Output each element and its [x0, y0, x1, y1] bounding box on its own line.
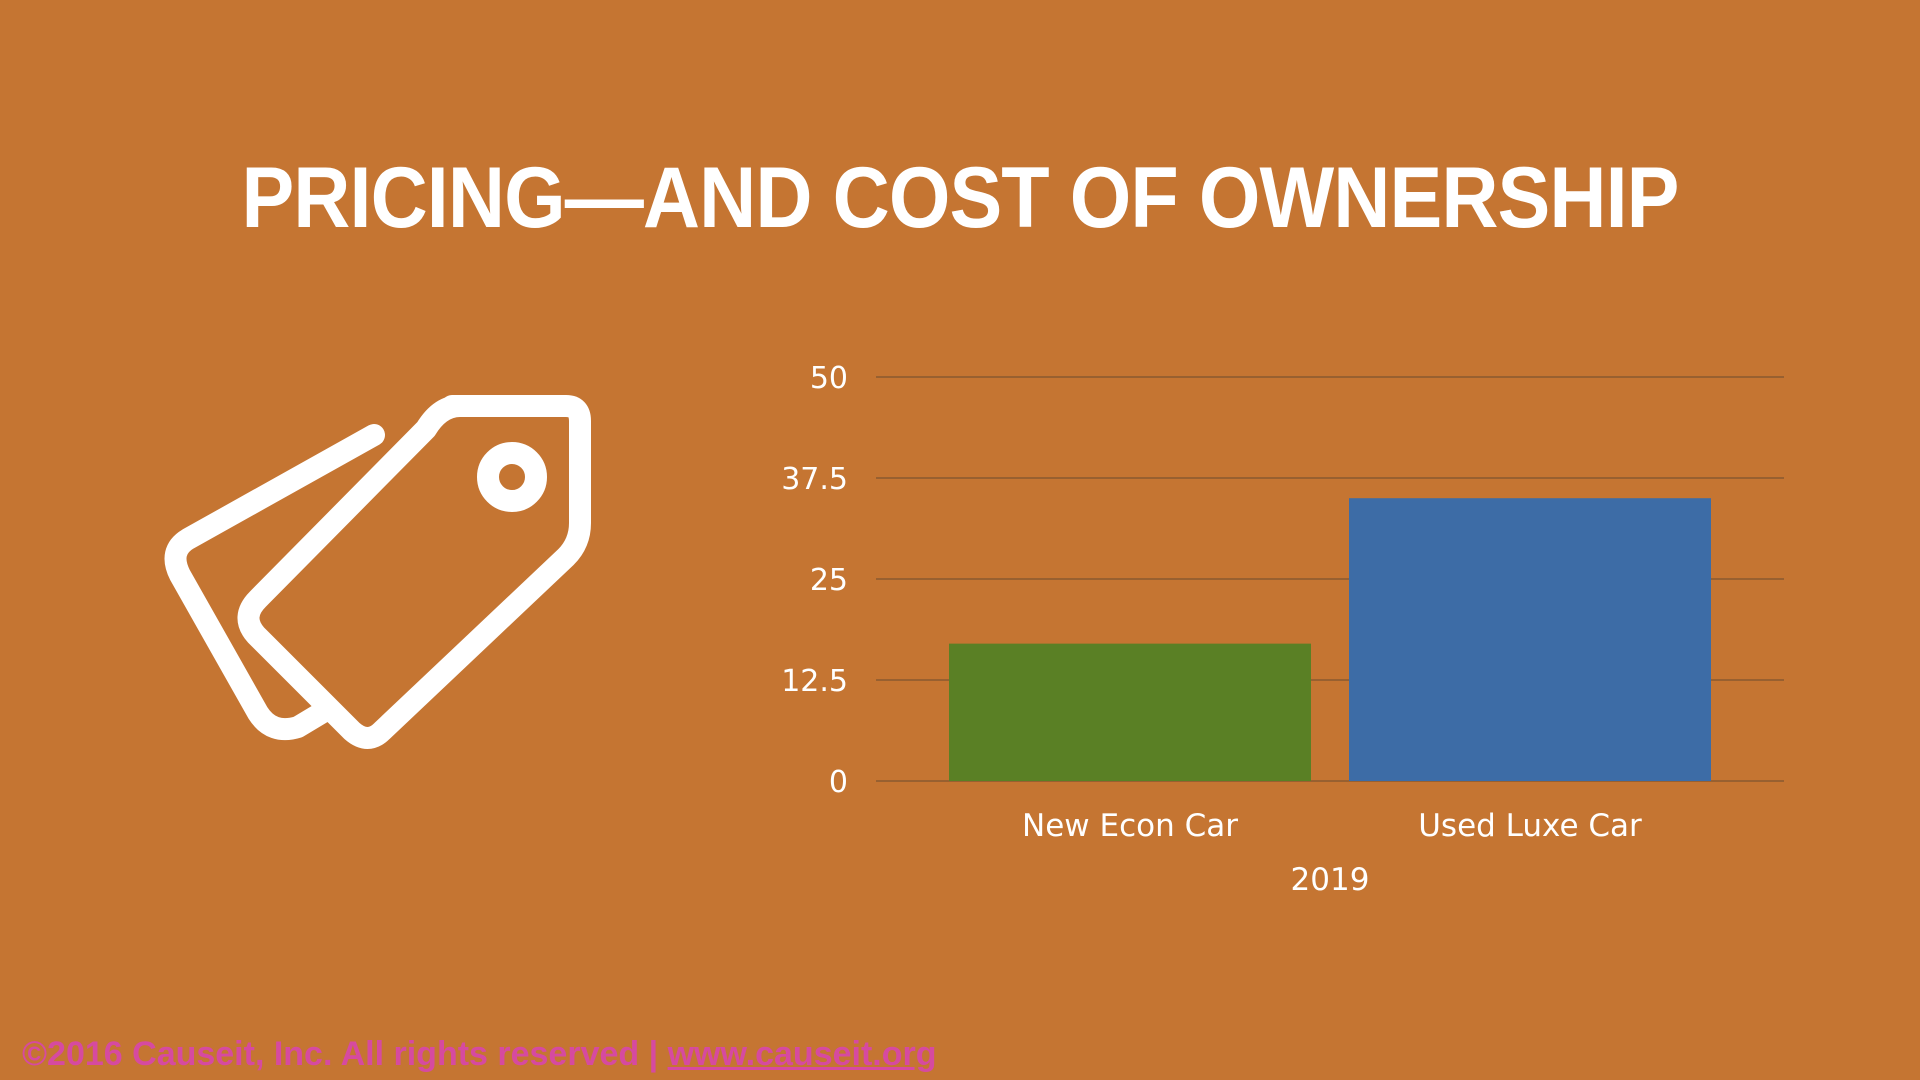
copyright-text: ©2016 Causeit, Inc. All rights reserved …	[22, 1035, 668, 1073]
x-axis-tick-labels: New Econ Car Used Luxe Car	[1022, 808, 1642, 844]
y-axis-tick-labels: 0 12.5 25 37.5 50	[781, 361, 848, 800]
x-tick-label: Used Luxe Car	[1418, 808, 1642, 844]
bar-new-econ-car	[949, 643, 1311, 781]
y-tick-label: 25	[810, 563, 848, 598]
bar-used-luxe-car	[1349, 498, 1711, 781]
x-axis-group-label: 2019	[1291, 862, 1370, 898]
y-tick-label: 0	[829, 765, 848, 800]
y-tick-label: 12.5	[781, 664, 848, 699]
front-tag-outline	[237, 395, 591, 749]
bars	[949, 498, 1711, 781]
y-tick-label: 50	[810, 361, 848, 396]
slide-title: PRICING—AND COST OF OWNERSHIP	[241, 150, 1679, 246]
website-link[interactable]: www.causeit.org	[667, 1035, 937, 1073]
x-tick-label: New Econ Car	[1022, 808, 1238, 844]
price-tag-icon	[164, 395, 591, 749]
copyright-footer: ©2016 Causeit, Inc. All rights reserved …	[22, 1034, 937, 1074]
y-tick-label: 37.5	[781, 462, 848, 497]
back-tag-outline	[164, 424, 385, 741]
tag-hole	[477, 442, 547, 512]
